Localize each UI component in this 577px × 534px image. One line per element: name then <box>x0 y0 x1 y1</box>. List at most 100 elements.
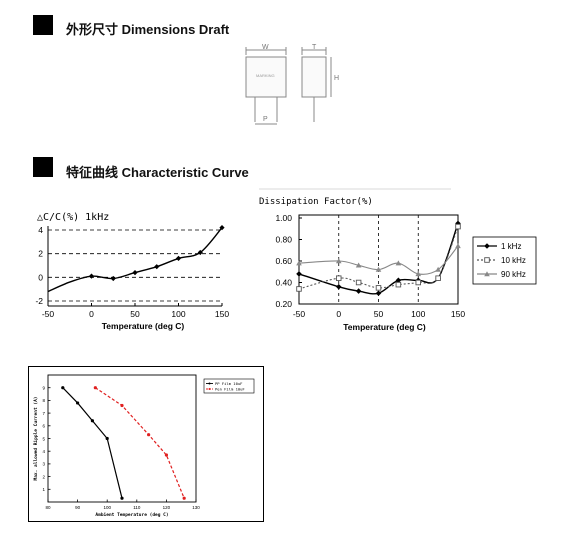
chart2-legend-label: 1 kHz <box>501 242 521 251</box>
chart3-data-point <box>182 496 186 500</box>
chart1-data-point <box>110 275 116 282</box>
chart1-data-point <box>219 225 225 231</box>
chart3-data-point <box>76 401 80 405</box>
ripple-current-chart: 1 2 3 4 5 6 7 8 9 80 90 100 110 120 130 Ambient Tempera… <box>28 366 264 522</box>
chart3-x-tick-label: 120 <box>163 505 171 510</box>
chart1-data-point <box>132 270 138 276</box>
chart1-title: △C/C(%) 1kHz <box>37 212 109 223</box>
chart1-data-point <box>197 249 203 256</box>
chart3-data-point <box>120 403 124 408</box>
chart2-y-tick-label: 0.20 <box>275 299 292 309</box>
chart1-x-tick-label: -50 <box>42 309 55 319</box>
chart3-data-point <box>147 433 151 437</box>
chart2-x-tick-label: -50 <box>293 309 306 319</box>
chart3-y-tick-label: 5 <box>42 436 45 441</box>
chart2-x-label: Temperature (deg C) <box>343 322 426 332</box>
chart3-y-tick-label: 4 <box>42 449 45 454</box>
chart3-x-tick-label: 110 <box>133 505 141 510</box>
dim-label-t: T <box>312 44 317 51</box>
chart2-data-point <box>335 284 342 290</box>
section-title-curve: 特征曲线 Characteristic Curve <box>66 165 249 180</box>
section-marker-curve <box>33 157 53 177</box>
chart2-data-point <box>296 260 302 266</box>
chart2-data-point <box>455 243 461 249</box>
chart2-data-point <box>355 279 362 286</box>
chart2-data-point <box>395 260 402 266</box>
chart1-x-tick-label: 0 <box>89 309 94 319</box>
chart2-data-point <box>395 277 402 284</box>
chart2-data-point <box>296 271 302 277</box>
chart3-x-tick-label: 130 <box>192 505 200 510</box>
chart2-data-point <box>415 271 422 277</box>
chart2-y-tick-label: 1.00 <box>275 213 292 223</box>
side-view <box>301 47 332 122</box>
dim-label-p: P <box>263 116 268 123</box>
chart1-data-point <box>154 264 160 270</box>
chart2-legend-marker <box>484 257 490 263</box>
chart2-title: Dissipation Factor(%) <box>259 197 373 207</box>
chart3-data-point <box>105 436 109 441</box>
chart1-series-line <box>47 227 223 293</box>
chart2-data-point <box>355 262 362 268</box>
chart2-data-point <box>355 288 362 294</box>
chart2-data-point <box>455 223 461 230</box>
chart2-x-tick-label: 150 <box>451 309 465 319</box>
chart3-x-tick-label: 100 <box>103 505 111 510</box>
chart3-x-tick-label: 90 <box>75 505 81 510</box>
chart3-y-tick-label: 3 <box>42 462 45 467</box>
dim-label-w: W <box>262 44 269 51</box>
dissipation-factor-chart: Dissipation Factor(%) 1.00 0.80 0.60 0.40 0.2… <box>259 188 537 332</box>
chart1-y-tick-label: 0 <box>38 272 43 282</box>
chart3-y-tick-label: 2 <box>42 474 45 479</box>
chart2-y-tick-label: 0.60 <box>275 256 292 266</box>
chart3-data-point <box>164 453 168 457</box>
chart3-x-label: Ambient Temperature (deg C) <box>95 512 168 518</box>
chart2-legend-label: 10 kHz <box>501 256 526 265</box>
chart1-x-tick-label: 150 <box>215 309 229 319</box>
section-title-dimensions: 外形尺寸 Dimensions Draft <box>66 22 230 37</box>
capacitance-change-chart: △C/C(%) 1kHz 4 2 0 -2 -50 0 50 100 150 Temperature… <box>35 212 229 331</box>
chart3-data-point <box>90 419 94 423</box>
chart3-y-tick-label: 8 <box>42 398 45 403</box>
chart2-x-tick-label: 50 <box>374 309 384 319</box>
chart3-legend <box>203 378 255 394</box>
chart2-legend-label: 90 kHz <box>501 270 526 279</box>
chart2-data-point <box>435 266 441 272</box>
chart3-x-tick-label: 80 <box>45 505 51 510</box>
chart3-legend-label: PP Film 10uF <box>215 381 243 386</box>
chart3-legend-marker <box>208 388 211 390</box>
chart3-y-tick-label: 7 <box>42 411 45 416</box>
chart3-y-label: Max. allowed Ripple Current (A) <box>33 397 39 481</box>
chart3-data-point <box>61 386 65 390</box>
chart2-y-tick-label: 0.80 <box>275 235 292 245</box>
dim-label-marking: MARKING <box>256 73 275 78</box>
chart3-data-point <box>93 386 97 390</box>
chart1-x-label: Temperature (deg C) <box>102 321 185 331</box>
chart2-data-point <box>335 275 342 281</box>
chart1-x-tick-label: 50 <box>130 309 140 319</box>
chart2-data-point <box>375 285 382 291</box>
chart2-legend-marker <box>484 243 490 249</box>
section-marker-dimensions <box>33 15 53 35</box>
chart2-legend <box>472 236 537 285</box>
chart3-y-tick-label: 6 <box>42 424 45 429</box>
chart3-legend-label: Pen Film 10uF <box>215 387 245 392</box>
chart1-y-tick-label: 2 <box>38 249 43 259</box>
chart2-data-point <box>415 279 421 286</box>
chart1-y-tick-label: -2 <box>35 296 43 306</box>
front-view <box>245 47 287 125</box>
chart3-legend-marker <box>208 382 211 385</box>
dim-label-h: H <box>334 75 339 82</box>
chart3-y-tick-label: 9 <box>42 386 45 391</box>
chart2-y-tick-label: 0.40 <box>275 278 292 288</box>
chart1-x-tick-label: 100 <box>171 309 185 319</box>
chart2-data-point <box>395 281 402 288</box>
chart2-x-tick-label: 100 <box>411 309 425 319</box>
chart1-data-point <box>88 273 95 279</box>
chart3-y-tick-label: 1 <box>42 487 45 492</box>
chart3-data-point <box>120 496 124 500</box>
chart1-y-tick-label: 4 <box>38 225 43 235</box>
chart1-data-point <box>175 255 182 261</box>
chart2-data-point <box>375 290 382 297</box>
chart2-legend-marker <box>484 271 490 277</box>
